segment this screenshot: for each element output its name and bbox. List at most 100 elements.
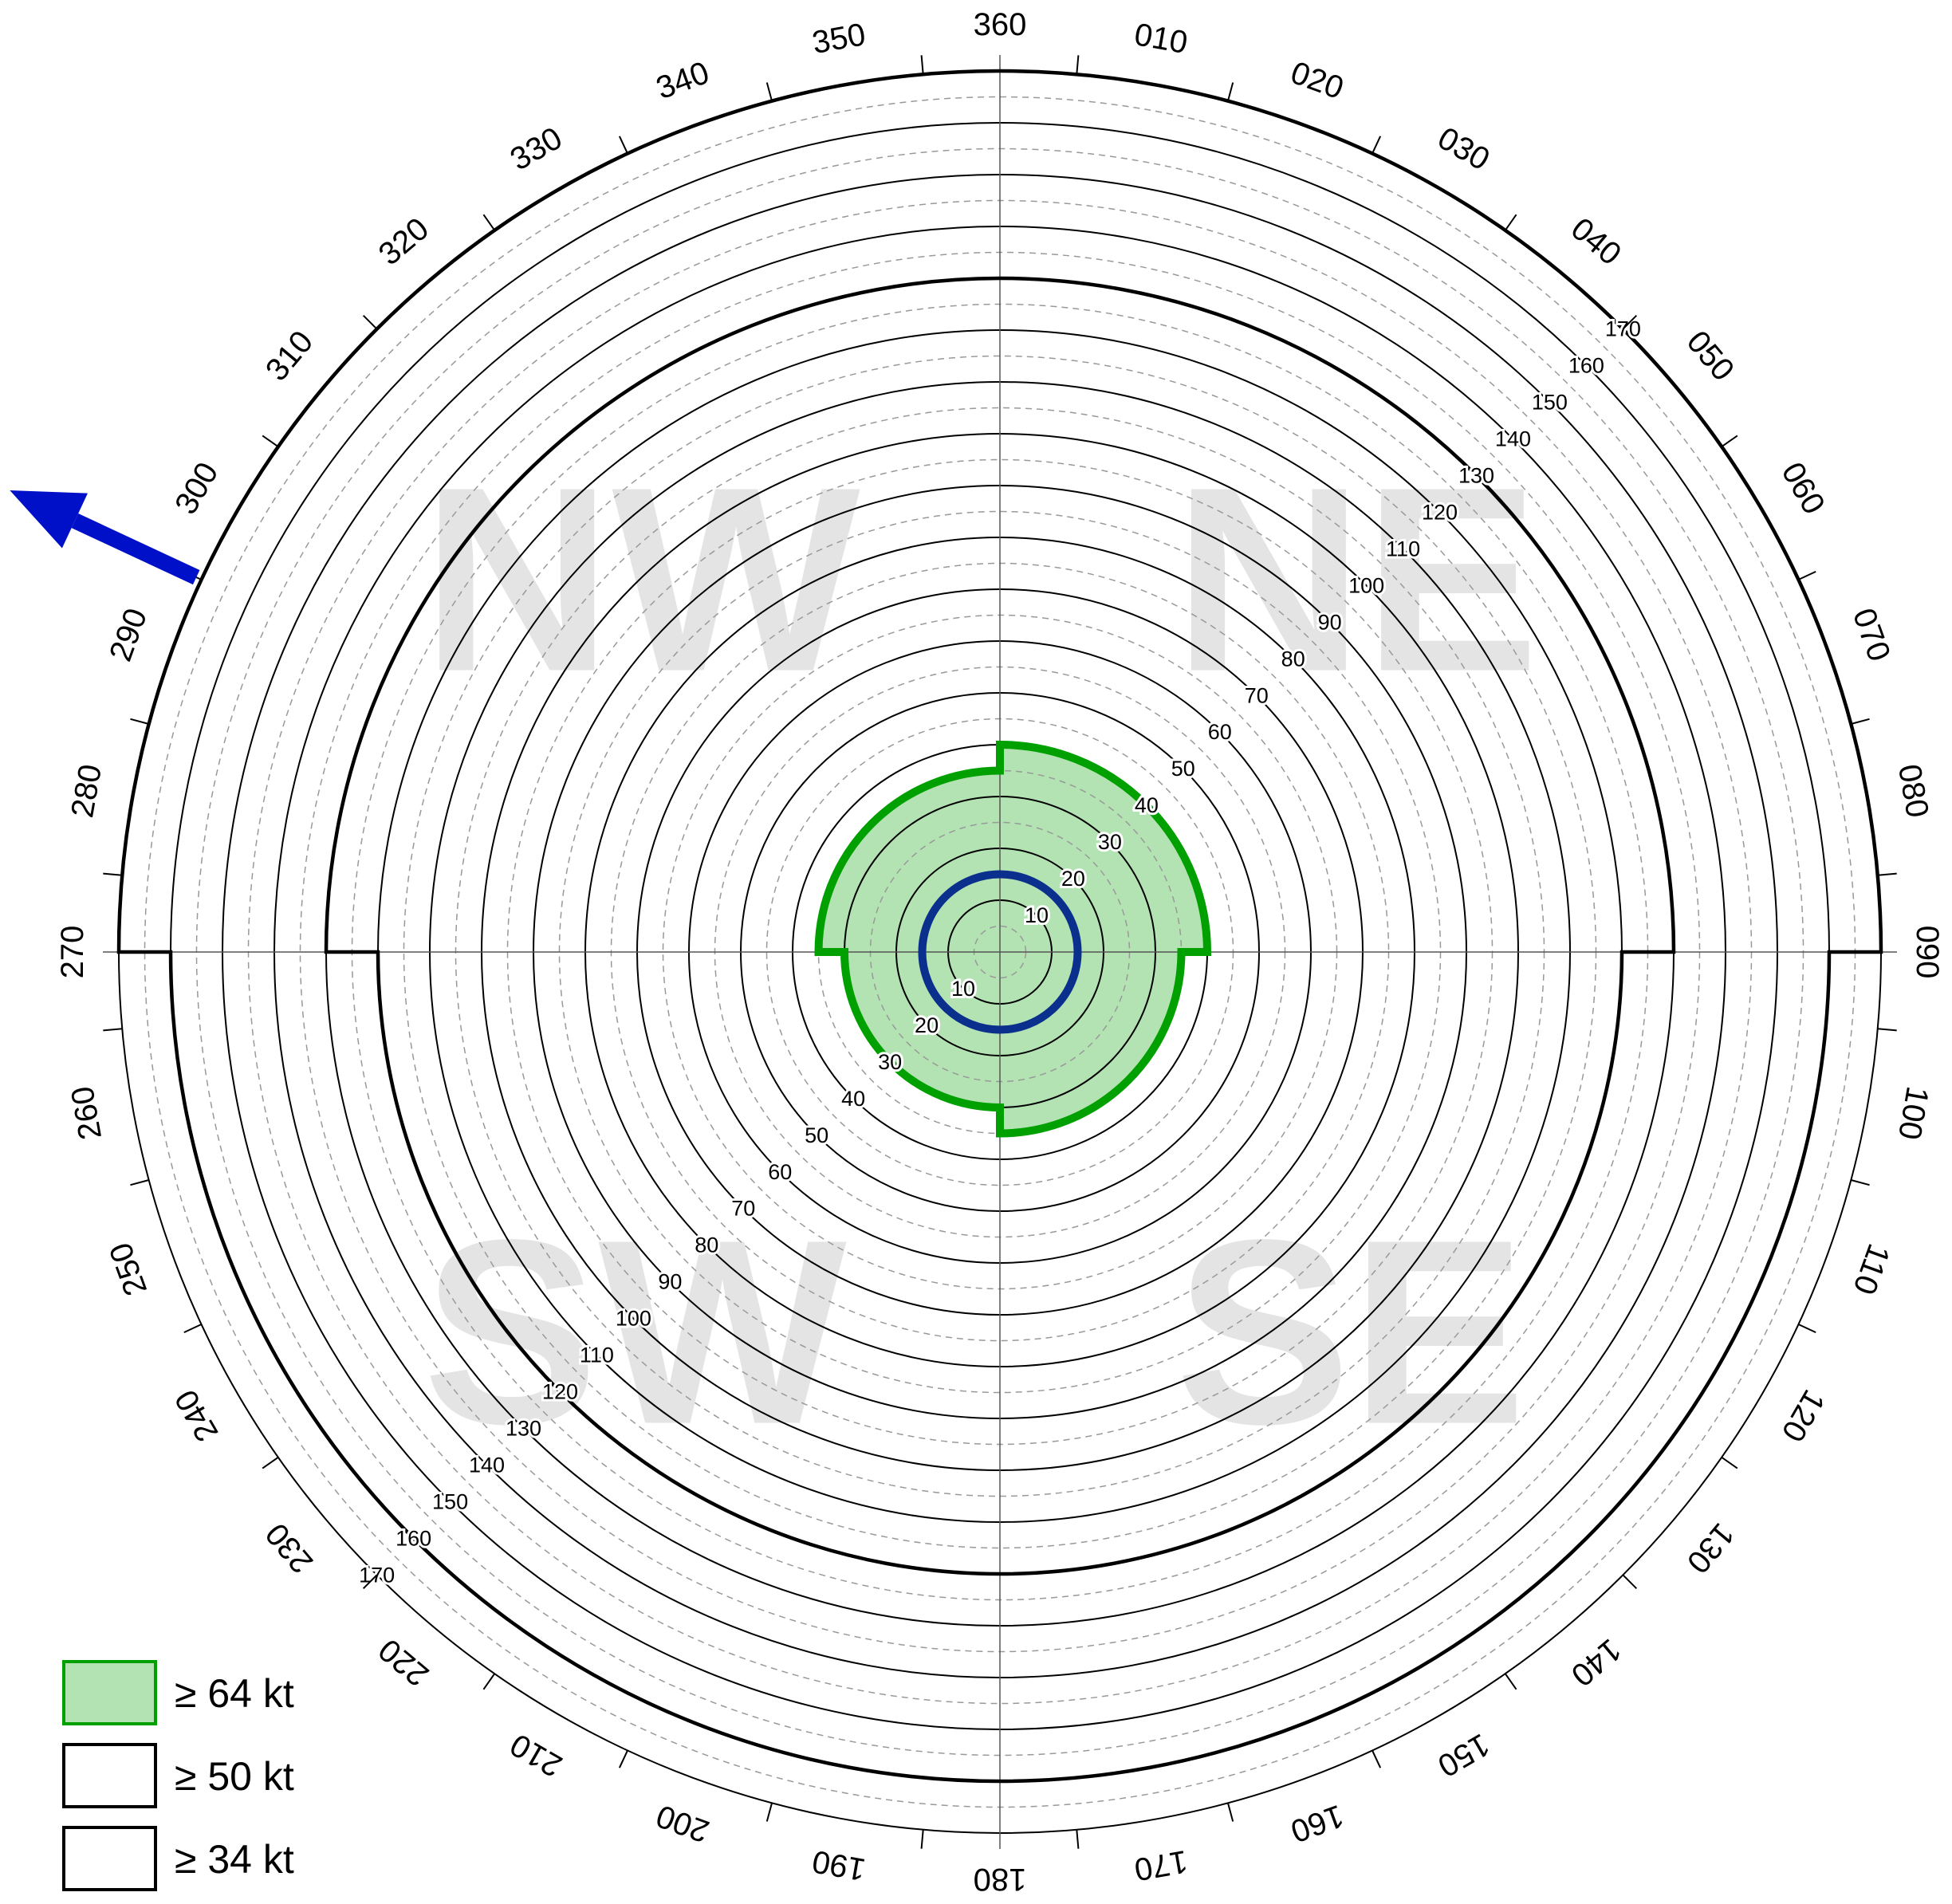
radius-tick-label: 20 <box>1061 867 1085 891</box>
angle-tick-label: 090 <box>1910 926 1945 979</box>
legend-swatch <box>62 1660 157 1725</box>
angle-tick <box>482 1673 496 1690</box>
angle-tick <box>1851 718 1870 725</box>
angle-tick-label: 290 <box>103 604 154 666</box>
angle-tick-label: 220 <box>372 1632 435 1694</box>
angle-tick <box>1372 136 1382 154</box>
angle-tick-label: 070 <box>1846 604 1897 666</box>
radius-tick-label: 10 <box>951 977 975 1001</box>
angle-tick <box>1504 1673 1517 1690</box>
angle-tick <box>1227 1803 1234 1822</box>
legend-label: ≥ 34 kt <box>175 1837 294 1882</box>
angle-tick-label: 120 <box>1774 1384 1831 1448</box>
angle-tick <box>1076 1829 1080 1849</box>
angle-tick <box>1798 1324 1816 1334</box>
angle-tick <box>362 1574 378 1590</box>
angle-tick-label: 230 <box>259 1517 321 1579</box>
angle-tick-label: 250 <box>103 1238 154 1300</box>
angle-tick-label: 150 <box>1432 1726 1496 1783</box>
angle-tick <box>1076 55 1080 75</box>
radius-tick-label: 60 <box>768 1160 792 1184</box>
angle-tick-label: 300 <box>168 457 225 521</box>
legend-swatch <box>62 1826 157 1891</box>
quadrant-label: SE <box>1175 1185 1526 1479</box>
radius-tick-label: 70 <box>1245 683 1269 707</box>
radius-tick-label: 130 <box>1458 463 1494 487</box>
radius-tick-label: 30 <box>878 1050 902 1074</box>
radius-tick-label: 130 <box>506 1417 541 1441</box>
radii-outline <box>116 69 1883 1784</box>
radius-tick-label: 140 <box>1495 427 1531 451</box>
angle-tick <box>1721 1456 1738 1469</box>
angle-tick <box>920 55 924 75</box>
radius-tick-label: 150 <box>1532 391 1568 415</box>
angle-tick-label: 140 <box>1564 1632 1627 1694</box>
angle-tick <box>1798 570 1816 580</box>
radius-tick-label: 90 <box>658 1270 682 1294</box>
angle-tick <box>1721 435 1738 448</box>
radius-tick-label: 100 <box>616 1307 651 1331</box>
angle-tick <box>130 1179 149 1186</box>
angle-tick-label: 060 <box>1774 457 1831 521</box>
angle-tick <box>183 1324 202 1334</box>
angle-tick <box>482 214 496 231</box>
angle-tick-label: 010 <box>1131 17 1190 61</box>
radius-tick-label: 10 <box>1025 903 1049 927</box>
angle-tick <box>262 1456 279 1469</box>
angle-tick-label: 240 <box>168 1384 225 1448</box>
angle-tick-label: 280 <box>65 761 108 820</box>
quadrant-label: NW <box>422 432 863 726</box>
angle-tick <box>1227 82 1234 101</box>
angle-tick <box>618 1750 628 1768</box>
angle-tick-label: 100 <box>1891 1084 1935 1142</box>
radius-tick-label: 30 <box>1098 830 1122 854</box>
radius-tick-label: 160 <box>1568 354 1604 378</box>
angle-tick <box>765 1803 773 1822</box>
angle-tick-label: 040 <box>1564 211 1627 273</box>
radius-tick-label: 120 <box>1422 500 1458 524</box>
radius-tick-label: 110 <box>1386 537 1420 561</box>
quadrant-label: SW <box>423 1185 849 1479</box>
radius-tick-label: 50 <box>805 1123 828 1147</box>
angle-tick-label: 130 <box>1680 1517 1741 1579</box>
angle-tick-label: 180 <box>974 1862 1027 1897</box>
radius-tick-label: 100 <box>1348 573 1384 597</box>
angle-tick <box>1504 214 1517 231</box>
radius-tick-label: 160 <box>396 1526 431 1550</box>
angle-tick <box>130 718 149 725</box>
radius-tick-label: 170 <box>359 1563 395 1587</box>
angle-tick-label: 020 <box>1286 55 1348 106</box>
angle-tick-label: 270 <box>55 926 90 979</box>
angle-tick-label: 170 <box>1131 1843 1190 1887</box>
angle-tick-label: 360 <box>974 7 1027 42</box>
radius-tick-label: 140 <box>469 1453 505 1477</box>
angle-tick-label: 320 <box>372 211 435 273</box>
angle-tick <box>1877 872 1897 876</box>
angle-tick <box>618 136 628 154</box>
legend-swatch <box>62 1743 157 1808</box>
angle-tick <box>103 872 123 876</box>
angle-tick-label: 030 <box>1432 120 1496 177</box>
angle-tick <box>765 82 773 101</box>
angle-tick-label: 260 <box>65 1084 108 1142</box>
radius-tick-label: 120 <box>542 1380 578 1404</box>
radius-tick-label: 110 <box>580 1343 614 1367</box>
angle-tick <box>1622 1574 1638 1590</box>
radius-tick-label: 150 <box>432 1489 468 1513</box>
angle-tick-label: 330 <box>505 120 569 177</box>
radius-tick-label: 40 <box>1135 793 1159 817</box>
angle-tick <box>920 1829 924 1849</box>
angle-tick <box>1622 314 1638 330</box>
angle-tick-label: 310 <box>259 325 321 387</box>
radius-tick-label: 40 <box>841 1087 865 1111</box>
angle-tick-label: 350 <box>809 17 868 61</box>
radius-tick-label: 80 <box>1281 647 1305 671</box>
radius-tick-label: 90 <box>1318 610 1342 634</box>
radii-outline <box>324 276 1676 1576</box>
angle-tick <box>362 314 378 330</box>
angle-tick-label: 110 <box>1846 1239 1896 1299</box>
angle-tick-label: 080 <box>1891 761 1935 820</box>
radii-outline <box>814 740 1212 1138</box>
angle-tick-label: 200 <box>651 1798 714 1849</box>
